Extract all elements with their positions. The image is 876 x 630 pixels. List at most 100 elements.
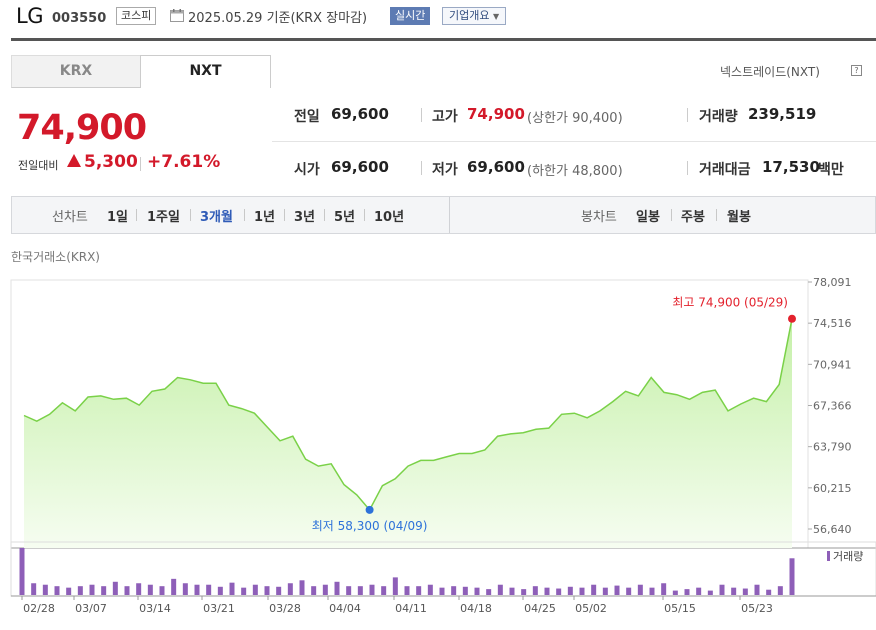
volume-bar [357,586,363,595]
help-icon[interactable]: ? [851,65,862,76]
volume-bar [276,586,282,595]
volume-bar [381,586,387,595]
volume-bar [136,583,142,595]
divider [687,161,688,175]
low-label: 저가 [432,162,458,178]
divider [284,209,285,221]
company-info-label: 기업개요 [449,9,490,22]
volume-bar [754,584,760,595]
x-tick-label: 05/15 [664,602,696,615]
period-10y[interactable]: 10년 [374,210,405,225]
volume-bar [579,587,585,595]
divider [324,209,325,221]
volume-bar [392,577,398,595]
open-label: 시가 [294,162,320,178]
period-1w[interactable]: 1주일 [147,210,180,225]
volume-bar [287,583,293,595]
volume-bar [672,590,678,595]
volume-bar [194,584,200,595]
current-price: 74,900 [17,108,147,148]
divider [364,209,365,221]
open-value: 69,600 [331,158,389,176]
volume-bar [789,558,795,595]
volume-bar [182,583,188,595]
volume-bar [742,588,748,595]
volume-bar [591,584,597,595]
volume-value: 239,519 [748,105,817,123]
volume-bar [427,584,433,595]
stock-name: LG [16,4,43,28]
volume-bar [731,587,737,595]
period-5y[interactable]: 5년 [334,210,356,225]
lower-limit: (하한가 48,800) [527,164,623,179]
volume-bar [346,586,352,595]
period-3m[interactable]: 3개월 [200,210,233,225]
divider [136,209,137,221]
volume-bar [684,589,690,595]
period-3y[interactable]: 3년 [294,210,316,225]
divider [421,161,422,175]
volume-bar [101,586,107,595]
volume-bar [42,584,48,595]
prev-close-label: 전일 [294,109,320,125]
volume-bar [497,584,503,595]
divider [190,209,191,221]
period-1d[interactable]: 1일 [107,210,129,225]
volume-bar [171,578,177,595]
market-badge: 코스피 [116,7,157,25]
volume-bar [311,586,317,595]
upper-limit: (상한가 90,400) [527,111,623,126]
volume-bar [637,584,643,595]
x-tick-label: 05/23 [741,602,773,615]
volume-bar [322,584,328,595]
period-divider [449,197,450,233]
volume-bar [521,589,527,595]
candle-weekly[interactable]: 주봉 [681,210,705,225]
min-point [365,505,374,514]
change-rate: +7.61% [147,152,221,172]
y-tick-label: 60,215 [813,482,852,495]
volume-bar [474,587,480,595]
y-tick-label: 67,366 [813,400,852,413]
tab-nxt[interactable]: NXT [140,55,271,88]
min-label: 최저 58,300 (04/09) [312,519,428,533]
x-tick-label: 04/25 [524,602,556,615]
amount-value: 17,530 [762,158,820,176]
stock-code: 003550 [52,11,107,26]
volume-bar [649,587,655,595]
header-divider [11,38,876,41]
volume-bar [89,584,95,595]
volume-bar [532,586,538,595]
price-area [24,318,792,548]
y-tick-label: 78,091 [813,276,852,289]
x-tick-label: 03/21 [203,602,235,615]
volume-label: 거래량 [699,109,738,125]
volume-bar [241,587,247,595]
low-value: 69,600 [467,158,525,176]
volume-bar [416,586,422,595]
volume-bar [77,586,83,595]
x-tick-label: 03/28 [269,602,301,615]
price-line [23,318,793,512]
volume-bar [217,586,223,595]
amount-unit: 백만 [818,162,844,178]
candle-daily[interactable]: 일봉 [636,210,660,225]
volume-bar [696,587,702,595]
tab-krx[interactable]: KRX [11,55,141,88]
volume-bar [252,584,258,595]
volume-bar [334,581,340,595]
change-label: 전일대비 [18,159,59,172]
divider [140,157,141,171]
volume-bar [31,583,37,595]
period-1y[interactable]: 1년 [254,210,276,225]
nextrade-link[interactable]: 넥스트레이드(NXT) [720,65,820,79]
divider [421,108,422,122]
volume-bar [661,583,667,595]
volume-bar [602,587,608,595]
max-point [788,314,796,323]
realtime-button[interactable]: 실시간 [390,7,431,25]
company-info-dropdown[interactable]: 기업개요 ▼ [442,7,507,25]
volume-bar [206,584,212,595]
candle-monthly[interactable]: 월봉 [727,210,751,225]
divider [687,108,688,122]
